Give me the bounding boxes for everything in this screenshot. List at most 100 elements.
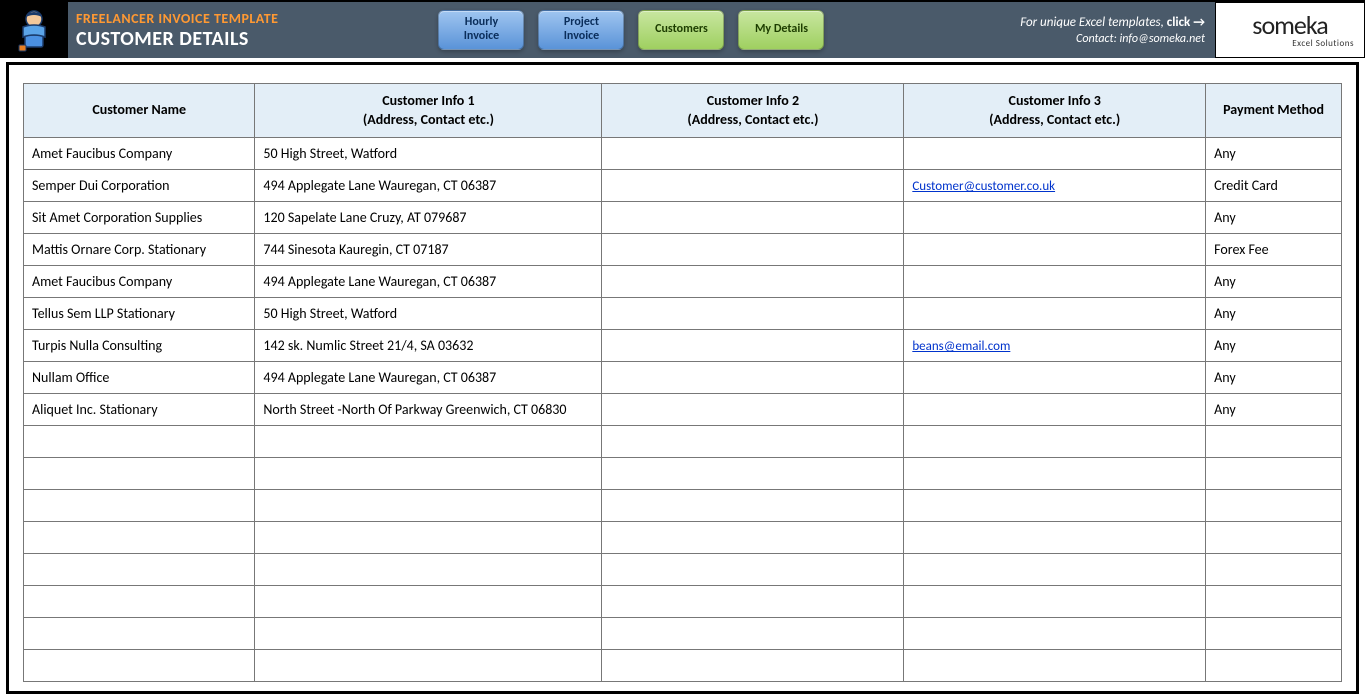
table-cell[interactable] bbox=[602, 362, 904, 394]
nav-btn-project[interactable]: ProjectInvoice bbox=[538, 10, 624, 50]
table-cell[interactable] bbox=[904, 490, 1206, 522]
table-cell[interactable] bbox=[255, 650, 602, 682]
table-cell[interactable]: 494 Applegate Lane Wauregan, CT 06387 bbox=[255, 266, 602, 298]
table-cell[interactable] bbox=[904, 362, 1206, 394]
table-cell[interactable]: Sit Amet Corporation Supplies bbox=[24, 202, 255, 234]
table-cell[interactable] bbox=[602, 394, 904, 426]
table-cell[interactable]: Tellus Sem LLP Stationary bbox=[24, 298, 255, 330]
nav-btn-hourly[interactable]: HourlyInvoice bbox=[438, 10, 524, 50]
table-cell[interactable] bbox=[904, 586, 1206, 618]
table-cell[interactable] bbox=[255, 618, 602, 650]
table-cell[interactable]: 494 Applegate Lane Wauregan, CT 06387 bbox=[255, 170, 602, 202]
table-row-empty[interactable] bbox=[24, 522, 1342, 554]
table-cell[interactable] bbox=[255, 490, 602, 522]
table-cell[interactable] bbox=[904, 458, 1206, 490]
table-cell[interactable] bbox=[24, 458, 255, 490]
table-cell[interactable] bbox=[255, 554, 602, 586]
table-cell[interactable] bbox=[1206, 522, 1342, 554]
table-row[interactable]: Sit Amet Corporation Supplies120 Sapelat… bbox=[24, 202, 1342, 234]
table-cell[interactable] bbox=[602, 650, 904, 682]
table-cell[interactable]: 50 High Street, Watford bbox=[255, 298, 602, 330]
table-cell[interactable]: Any bbox=[1206, 330, 1342, 362]
table-cell[interactable] bbox=[1206, 458, 1342, 490]
table-cell[interactable] bbox=[255, 458, 602, 490]
table-row-empty[interactable] bbox=[24, 618, 1342, 650]
table-cell[interactable] bbox=[255, 426, 602, 458]
table-cell[interactable] bbox=[904, 426, 1206, 458]
table-cell[interactable] bbox=[602, 138, 904, 170]
table-cell[interactable] bbox=[602, 266, 904, 298]
table-cell[interactable] bbox=[904, 650, 1206, 682]
table-cell[interactable]: North Street -North Of Parkway Greenwich… bbox=[255, 394, 602, 426]
table-cell[interactable]: Forex Fee bbox=[1206, 234, 1342, 266]
table-cell[interactable] bbox=[904, 234, 1206, 266]
table-row-empty[interactable] bbox=[24, 586, 1342, 618]
table-cell[interactable] bbox=[602, 618, 904, 650]
table-cell[interactable] bbox=[904, 618, 1206, 650]
table-cell[interactable]: Amet Faucibus Company bbox=[24, 138, 255, 170]
promo-link[interactable]: click → bbox=[1167, 15, 1205, 30]
table-cell[interactable] bbox=[602, 170, 904, 202]
table-cell[interactable]: Any bbox=[1206, 202, 1342, 234]
table-cell[interactable] bbox=[602, 426, 904, 458]
table-cell[interactable] bbox=[24, 426, 255, 458]
table-cell[interactable] bbox=[24, 618, 255, 650]
table-cell[interactable] bbox=[602, 554, 904, 586]
table-row[interactable]: Aliquet Inc. StationaryNorth Street -Nor… bbox=[24, 394, 1342, 426]
table-cell[interactable] bbox=[1206, 650, 1342, 682]
table-cell[interactable] bbox=[1206, 554, 1342, 586]
table-cell[interactable] bbox=[904, 266, 1206, 298]
table-cell[interactable] bbox=[904, 298, 1206, 330]
table-row-empty[interactable] bbox=[24, 554, 1342, 586]
table-row[interactable]: Turpis Nulla Consulting142 sk. Numlic St… bbox=[24, 330, 1342, 362]
table-row[interactable]: Mattis Ornare Corp. Stationary744 Sineso… bbox=[24, 234, 1342, 266]
table-cell[interactable]: Credit Card bbox=[1206, 170, 1342, 202]
table-row-empty[interactable] bbox=[24, 650, 1342, 682]
email-link[interactable]: beans@email.com bbox=[912, 339, 1010, 354]
table-cell[interactable] bbox=[904, 138, 1206, 170]
table-cell[interactable]: 494 Applegate Lane Wauregan, CT 06387 bbox=[255, 362, 602, 394]
table-row-empty[interactable] bbox=[24, 458, 1342, 490]
table-cell[interactable] bbox=[602, 202, 904, 234]
table-cell[interactable] bbox=[24, 554, 255, 586]
table-cell[interactable]: beans@email.com bbox=[904, 330, 1206, 362]
table-cell[interactable] bbox=[602, 234, 904, 266]
table-row[interactable]: Semper Dui Corporation494 Applegate Lane… bbox=[24, 170, 1342, 202]
table-cell[interactable]: 50 High Street, Watford bbox=[255, 138, 602, 170]
table-row[interactable]: Nullam Office494 Applegate Lane Wauregan… bbox=[24, 362, 1342, 394]
table-cell[interactable] bbox=[602, 522, 904, 554]
table-cell[interactable] bbox=[904, 522, 1206, 554]
nav-btn-my-details[interactable]: My Details bbox=[738, 10, 824, 50]
brand-logo[interactable]: someka Excel Solutions bbox=[1215, 2, 1365, 58]
table-row-empty[interactable] bbox=[24, 426, 1342, 458]
promo-line[interactable]: For unique Excel templates, click → bbox=[1020, 15, 1205, 30]
table-cell[interactable] bbox=[602, 330, 904, 362]
table-cell[interactable]: Aliquet Inc. Stationary bbox=[24, 394, 255, 426]
table-cell[interactable]: 142 sk. Numlic Street 21/4, SA 03632 bbox=[255, 330, 602, 362]
table-cell[interactable] bbox=[24, 650, 255, 682]
table-row[interactable]: Amet Faucibus Company50 High Street, Wat… bbox=[24, 138, 1342, 170]
table-cell[interactable] bbox=[24, 522, 255, 554]
table-cell[interactable] bbox=[24, 490, 255, 522]
table-row-empty[interactable] bbox=[24, 490, 1342, 522]
table-cell[interactable] bbox=[1206, 426, 1342, 458]
table-cell[interactable] bbox=[602, 458, 904, 490]
table-cell[interactable] bbox=[904, 394, 1206, 426]
nav-btn-customers[interactable]: Customers bbox=[638, 10, 724, 50]
table-cell[interactable] bbox=[1206, 586, 1342, 618]
table-cell[interactable]: Nullam Office bbox=[24, 362, 255, 394]
table-cell[interactable]: Turpis Nulla Consulting bbox=[24, 330, 255, 362]
table-row[interactable]: Amet Faucibus Company494 Applegate Lane … bbox=[24, 266, 1342, 298]
table-cell[interactable]: 744 Sinesota Kauregin, CT 07187 bbox=[255, 234, 602, 266]
table-cell[interactable] bbox=[1206, 490, 1342, 522]
table-cell[interactable] bbox=[602, 490, 904, 522]
email-link[interactable]: Customer@customer.co.uk bbox=[912, 179, 1055, 194]
table-cell[interactable]: 120 Sapelate Lane Cruzy, AT 079687 bbox=[255, 202, 602, 234]
table-cell[interactable] bbox=[602, 586, 904, 618]
table-cell[interactable] bbox=[904, 202, 1206, 234]
table-cell[interactable]: Any bbox=[1206, 298, 1342, 330]
table-cell[interactable]: Any bbox=[1206, 266, 1342, 298]
table-cell[interactable]: Any bbox=[1206, 394, 1342, 426]
table-row[interactable]: Tellus Sem LLP Stationary50 High Street,… bbox=[24, 298, 1342, 330]
table-cell[interactable]: Any bbox=[1206, 362, 1342, 394]
